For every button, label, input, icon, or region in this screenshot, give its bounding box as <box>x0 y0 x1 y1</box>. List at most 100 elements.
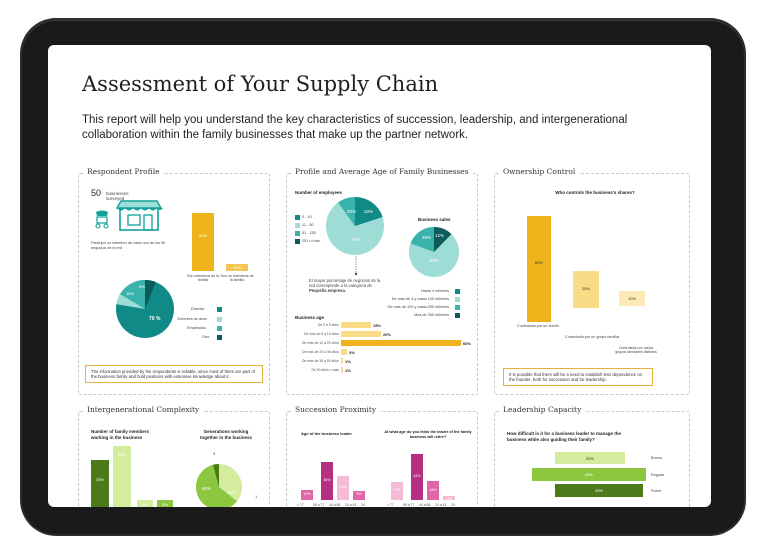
leadership-panel: Leadership Capacity How difficult is it … <box>494 405 690 507</box>
intro-text: This report will help you understand the… <box>82 114 628 141</box>
leader-age-heading: Age of the business leader <box>301 431 352 436</box>
external-bar-value: 10% <box>232 265 241 270</box>
age-row-value: 1% <box>345 368 351 373</box>
age-row-label: De más de 20 a 35 años <box>302 350 339 354</box>
ownership-bar-groups-value: 10% <box>627 296 636 301</box>
ownership-bar-family-value: 25% <box>581 286 590 291</box>
age-row-label: De más de 35 a 50 años <box>302 359 339 363</box>
age-row-value: 15% <box>373 323 382 328</box>
succession-tick: 24 <box>451 503 455 507</box>
succession-tick: 24 <box>361 503 365 507</box>
ownership-title: Ownership Control <box>499 167 580 176</box>
age-row-value: 60% <box>463 341 472 346</box>
respondent-profile-title: Respondent Profile <box>83 167 164 176</box>
ownership-bar-owner: 65% <box>527 216 551 322</box>
sales-legend-1: Hasta 4 millones <box>420 289 449 293</box>
employees-heading: Number of employees <box>295 190 343 195</box>
callout-pointer <box>354 256 358 276</box>
generations-pie-35: 35% <box>227 490 237 495</box>
sales-pie-12: 12% <box>435 233 445 238</box>
emp-legend-2: 11 - 50 <box>302 223 314 227</box>
ownership-bar-family: 25% <box>573 271 599 308</box>
sales-legend-4: Más de 250 millones <box>414 313 449 317</box>
retire-age-chart: 17% 44% 18% 2% < 77 59 a 77 44 a 58 24 a 43 24 <box>385 442 471 507</box>
age-row-bar <box>341 349 347 355</box>
leadership-bar-poor: 25% <box>555 484 643 497</box>
cart-icon <box>95 210 109 229</box>
age-row-label: De más de 5 a 10 años <box>303 332 339 336</box>
age-row-value: 3% <box>349 350 355 355</box>
emp-swatch-4 <box>295 239 300 244</box>
succession-bar: 2% <box>443 496 455 501</box>
succession-tick: 59 a 77 <box>403 503 415 507</box>
surveyed-label: businesses surveyed <box>106 191 129 201</box>
members-bar-4-value: 5% <box>162 502 168 507</box>
sales-pie-28: 28% <box>422 235 432 240</box>
succession-bar-value: 10% <box>303 491 311 496</box>
leadership-bar-regular-value: 45% <box>584 472 593 477</box>
succession-bar-value: 44% <box>413 474 421 478</box>
age-row-value: 1% <box>345 359 351 364</box>
succession-tick: 44 a 58 <box>329 503 341 507</box>
store-caption: Participó un miembro de cada uno de los … <box>91 241 166 250</box>
sales-legend-3: De más de 100 y hasta 250 millones <box>387 305 449 309</box>
ownership-panel: Ownership Control Who controls the busin… <box>494 167 690 395</box>
emp-legend-4: 251 o más <box>302 239 320 243</box>
emp-pie-20: 20% <box>347 209 357 214</box>
succession-bar: 10% <box>301 489 313 500</box>
leadership-bar-good-value: 30% <box>585 456 594 461</box>
leadership-label-good: Bueno <box>651 456 662 460</box>
members-bar-3: 5% <box>137 500 153 507</box>
role-legend-director: Director <box>191 307 205 311</box>
emp-swatch-3 <box>295 231 300 236</box>
succession-bar-value: 36% <box>323 478 331 483</box>
members-bar-2-value: 45% <box>117 452 126 457</box>
age-row-value: 20% <box>383 332 392 337</box>
respondent-note: The information provided by the responde… <box>85 365 263 384</box>
role-legend-employees: Empleados <box>187 326 206 330</box>
external-bar: 10% <box>226 264 248 271</box>
employees-callout: El mayor porcentaje de negocios de la re… <box>309 278 381 293</box>
business-age-chart: De 0 a 5 años 15% De más de 5 a 10 años 20%… <box>287 322 479 382</box>
retire-age-heading: At what age do you think the leader of t… <box>384 430 472 439</box>
store-icon <box>115 200 163 231</box>
leadership-bar-good: 30% <box>555 452 625 464</box>
leadership-bar-regular: 45% <box>532 468 646 481</box>
page-title: Assessment of Your Supply Chain <box>82 72 439 96</box>
succession-panel: Succession Proximity Age of the business… <box>286 405 478 507</box>
pie-value-director: 70 % <box>149 316 161 322</box>
emp-pie-10: 10% <box>364 209 374 214</box>
succession-bar-value: 18% <box>429 487 437 492</box>
emp-legend-3: 51 - 250 <box>302 231 316 235</box>
age-row-label: De 0 a 5 años <box>317 323 339 327</box>
age-row-bar <box>341 367 343 373</box>
ownership-bar-groups: 10% <box>619 291 645 306</box>
ownership-label-family: Controlada por un grupo familiar <box>565 335 620 339</box>
profile-age-title: Profile and Average Age of Family Busine… <box>291 167 473 176</box>
role-legend-managers: Gerentes de área <box>177 317 207 321</box>
sales-swatch-3 <box>455 305 460 310</box>
succession-bar: 9% <box>353 490 365 500</box>
succession-bar: 18% <box>427 481 439 500</box>
succession-tick: < 77 <box>297 503 304 507</box>
role-swatch-director <box>217 307 222 312</box>
sales-swatch-4 <box>455 313 460 318</box>
sales-pie-60: 60% <box>430 258 440 263</box>
roles-pie <box>116 279 174 338</box>
emp-swatch-2 <box>295 223 300 228</box>
emp-legend-1: 0 - 10 <box>302 215 312 219</box>
generations-heading: Generations working together in the busi… <box>199 429 252 440</box>
succession-bar: 36% <box>321 462 333 500</box>
sales-heading: Business sales <box>418 217 451 222</box>
age-heading: Business age <box>295 315 325 320</box>
succession-bar-value: 9% <box>356 492 362 497</box>
role-swatch-other <box>217 335 222 340</box>
family-bar-value: 90% <box>198 233 207 238</box>
age-row-label: De 50 años o más <box>311 368 339 372</box>
ownership-label-groups: Controlada por varios grupos familiares … <box>615 346 657 355</box>
succession-tick: 59 a 77 <box>313 503 325 507</box>
respondent-profile-panel: Respondent Profile 50 businesses surveye… <box>78 167 270 395</box>
sales-swatch-2 <box>455 297 460 302</box>
succession-tick: 24 a 43 <box>435 503 447 507</box>
intergenerational-title: Intergenerational Complexity <box>83 405 204 414</box>
